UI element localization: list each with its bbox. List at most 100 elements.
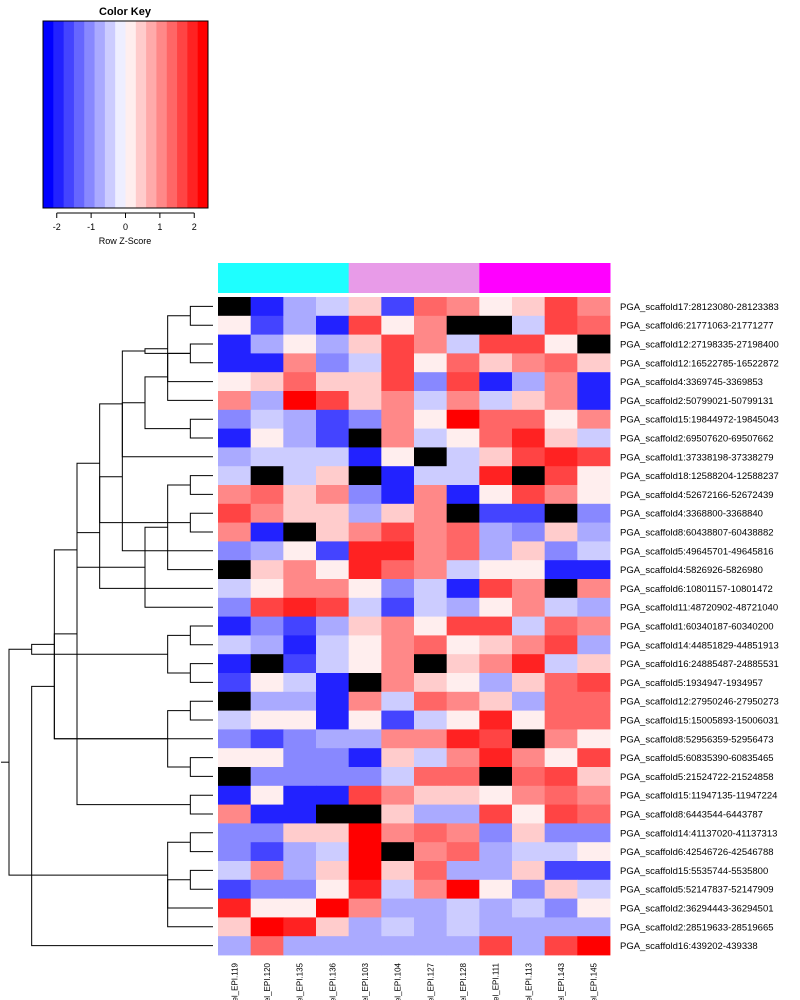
row-label: PGA_scaffold4:3368800-3368840 [620,509,763,520]
heatmap-cell [316,297,350,317]
row-label: PGA_scaffold4:52672166-52672439 [620,490,774,501]
heatmap-cell [250,541,284,561]
column-labels: el_EPI.119 el_EPI.120 el_EPI.135 el_EPI.136… [230,962,598,1000]
heatmap-cell [446,635,480,655]
heatmap-cell [479,447,513,467]
row-label: PGA_scaffold2:28519633-28519665 [620,922,774,933]
heatmap-cell [479,767,513,787]
heatmap-cell [250,503,284,523]
heatmap-cell [250,917,284,937]
column-group-band [218,263,350,293]
heatmap-cell [348,710,382,730]
heatmap-cell [283,503,317,523]
dendrogram-branch [189,343,213,364]
color-key-tick-label: 0 [123,222,128,232]
heatmap-cell [348,804,382,824]
heatmap-cell [348,522,382,542]
heatmap-cell [414,710,448,730]
heatmap-cell [250,391,284,411]
heatmap-cell [544,823,578,843]
heatmap-cell [512,691,546,711]
color-key-bin [187,21,199,208]
heatmap-cell [250,785,284,805]
heatmap-cell [250,673,284,693]
heatmap-cell [544,466,578,486]
dendrogram-branch [167,315,213,383]
heatmap-cell [381,315,415,335]
heatmap-cell [577,541,611,561]
heatmap-cell [479,597,513,617]
color-key-tick-label: -2 [53,222,61,232]
heatmap-cell [381,917,415,937]
heatmap-cell [218,785,252,805]
heatmap-cell [577,691,611,711]
heatmap-cell [316,353,350,373]
heatmap-cell [218,635,252,655]
color-key-bin [115,21,126,208]
heatmap-cell [381,503,415,523]
heatmap-cell [414,917,448,937]
heatmap-cell [250,485,284,505]
heatmap-cell [381,635,415,655]
heatmap-cell [381,804,415,824]
heatmap-cell [577,297,611,317]
heatmap-cell [544,541,578,561]
heatmap-cell [283,767,317,787]
heatmap-cell [316,541,350,561]
heatmap-cell [218,447,252,467]
heatmap-cell [446,616,480,636]
heatmap-cell [512,673,546,693]
heatmap-cell [381,391,415,411]
heatmap-cell [316,898,350,918]
color-key-bin [135,21,147,208]
heatmap-cell [218,522,252,542]
color-key-bin [63,21,75,208]
heatmap-cell [577,748,611,768]
row-label: PGA_scaffold5:21524722-21524858 [620,772,774,783]
dendrogram-branch [76,532,145,568]
row-label: PGA_scaffold1:60340187-60340200 [620,622,774,633]
heatmap-cell [316,391,350,411]
heatmap-cell [479,353,513,373]
heatmap-cell [218,334,252,354]
heatmap-cell [218,673,252,693]
heatmap-cell [218,391,252,411]
row-label: PGA_scaffold11:48720902-48721040 [620,603,778,614]
heatmap-cell [512,898,546,918]
heatmap-cell [414,654,448,674]
heatmap-cell [479,823,513,843]
heatmap-cell [479,654,513,674]
heatmap-cell [218,710,252,730]
heatmap-cell [414,635,448,655]
color-key-bin [73,21,85,208]
heatmap-cell [218,297,252,317]
row-label: PGA_scaffold4:5826926-5826980 [620,565,763,576]
heatmap-cell [218,503,252,523]
heatmap-cell [218,917,252,937]
heatmap-cell [218,485,252,505]
heatmap-cell [544,691,578,711]
heatmap-cell [348,297,382,317]
row-label: PGA_scaffold8:52956359-52956473 [620,734,774,745]
heatmap-cell [283,748,317,768]
heatmap-cell [446,767,480,787]
heatmap-cell [479,917,513,937]
heatmap-cell [381,729,415,749]
heatmap-cell [414,616,448,636]
row-label: PGA_scaffold4:3369745-3369853 [620,377,763,388]
heatmap-cell [446,353,480,373]
heatmap-cell [479,466,513,486]
heatmap-cell [348,936,382,956]
heatmap-cell [250,315,284,335]
color-key-title: Color Key [99,6,152,18]
heatmap-cell [250,748,284,768]
heatmap-cell [512,391,546,411]
heatmap-cell [544,936,578,956]
heatmap-cell [577,315,611,335]
heatmap-cell [316,767,350,787]
heatmap-cell [316,748,350,768]
heatmap-cell [479,936,513,956]
column-group-band [348,263,480,293]
heatmap-cell [512,334,546,354]
column-label: el_EPI.136 [328,962,337,1000]
